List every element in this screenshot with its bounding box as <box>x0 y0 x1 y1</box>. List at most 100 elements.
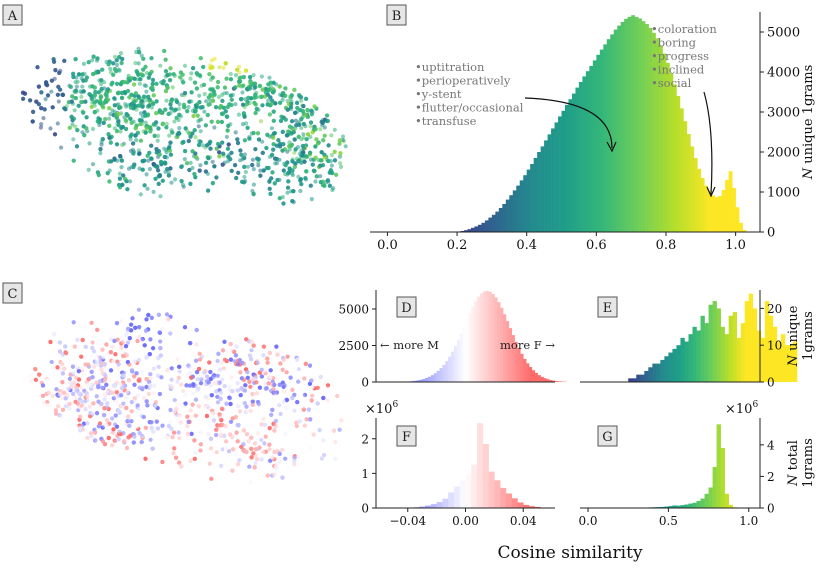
scatter-point <box>228 77 234 82</box>
scatter-point <box>340 134 346 139</box>
scatter-point <box>224 114 230 119</box>
scatter-point <box>260 103 265 108</box>
scatter-point <box>274 390 279 395</box>
scatter-point <box>270 407 275 412</box>
scatter-point <box>257 445 262 450</box>
scatter-point <box>144 172 149 177</box>
scatter-point <box>174 455 179 460</box>
scatter-point <box>141 414 146 420</box>
scatter-point <box>254 380 259 385</box>
scatter-point <box>117 176 122 181</box>
scatter-point <box>151 366 156 371</box>
scatter-point <box>295 357 300 362</box>
scatter-point <box>147 97 152 102</box>
scatter-point <box>258 173 263 178</box>
scatter-point <box>237 358 242 363</box>
scatter-point <box>20 90 26 95</box>
scatter-point <box>124 126 129 132</box>
scatter-point <box>254 106 259 112</box>
scatter-point <box>249 455 254 460</box>
scatter-point <box>72 380 77 386</box>
scatter-point <box>319 456 324 461</box>
scatter-point <box>202 109 207 114</box>
scatter-point <box>150 77 156 83</box>
scatter-point <box>90 58 95 63</box>
scatter-point <box>283 86 288 91</box>
scatter-point <box>255 131 261 136</box>
scatter-point <box>150 81 155 86</box>
scatter-point <box>118 318 123 324</box>
scatter-point <box>206 431 211 437</box>
scatter-point <box>252 100 257 105</box>
scatter-point <box>215 85 220 90</box>
scatter-point <box>230 389 235 394</box>
scatter-point <box>116 409 122 414</box>
scatter-point <box>245 164 251 169</box>
scatter-point <box>250 162 255 168</box>
scatter-point <box>186 138 191 144</box>
scatter-point <box>170 85 175 90</box>
scatter-point <box>151 162 156 167</box>
scatter-point <box>73 395 79 400</box>
scatter-point <box>132 374 137 379</box>
scatter-point <box>238 158 243 163</box>
scatter-point <box>133 126 138 131</box>
scatter-point <box>265 92 270 97</box>
scatter-point <box>87 92 92 97</box>
scatter-point <box>45 403 50 408</box>
scatter-point <box>181 80 186 85</box>
scatter-point <box>137 325 142 330</box>
scatter-point <box>168 140 173 145</box>
scatter-point <box>131 82 137 87</box>
scatter-point <box>304 137 309 142</box>
scatter-point <box>185 414 190 419</box>
scatter-point <box>140 159 145 164</box>
scatter-point <box>41 400 46 406</box>
scatter-point <box>303 176 308 181</box>
scatter-point <box>212 373 217 378</box>
scatter-point <box>71 320 76 325</box>
scatter-point <box>242 152 247 157</box>
scatter-point <box>156 126 161 131</box>
scatter-point <box>235 140 241 146</box>
scatter-point <box>203 404 208 409</box>
scatter-point <box>272 415 277 420</box>
scatter-point <box>193 397 199 402</box>
scatter-point <box>94 380 99 385</box>
scatter-point <box>108 140 113 145</box>
scatter-point <box>148 376 153 381</box>
scatter-point <box>117 171 122 176</box>
scatter-point <box>127 423 132 428</box>
scatter-point <box>206 95 211 100</box>
scatter-point <box>308 183 313 188</box>
scatter-point <box>172 430 177 435</box>
scatter-point <box>174 401 179 406</box>
scatter-point <box>151 93 156 98</box>
scatter-point <box>214 389 219 394</box>
scatter-point <box>243 383 248 388</box>
scatter-point <box>298 177 303 182</box>
scatter-point <box>217 150 222 155</box>
scatter-point <box>140 387 145 392</box>
scatter-point <box>251 191 256 196</box>
scatter-point <box>259 94 264 99</box>
scatter-point <box>189 431 194 436</box>
scatter-point <box>188 408 193 413</box>
scatter-point <box>133 61 138 66</box>
scatter-point <box>90 162 96 167</box>
scatter-point <box>78 89 83 94</box>
scatter-point <box>195 377 200 382</box>
scatter-point <box>196 142 202 148</box>
scatter-point <box>114 113 119 118</box>
scatter-point <box>55 92 61 97</box>
scatter-point <box>321 138 326 143</box>
scatter-point <box>78 414 83 419</box>
scatter-point <box>267 442 272 447</box>
scatter-point <box>141 56 146 61</box>
scatter-point <box>189 90 194 95</box>
scatter-point <box>251 130 256 136</box>
scatter-point <box>96 340 101 345</box>
scatter-point <box>227 383 232 388</box>
scatter-point <box>92 93 97 98</box>
scatter-point <box>278 118 284 123</box>
